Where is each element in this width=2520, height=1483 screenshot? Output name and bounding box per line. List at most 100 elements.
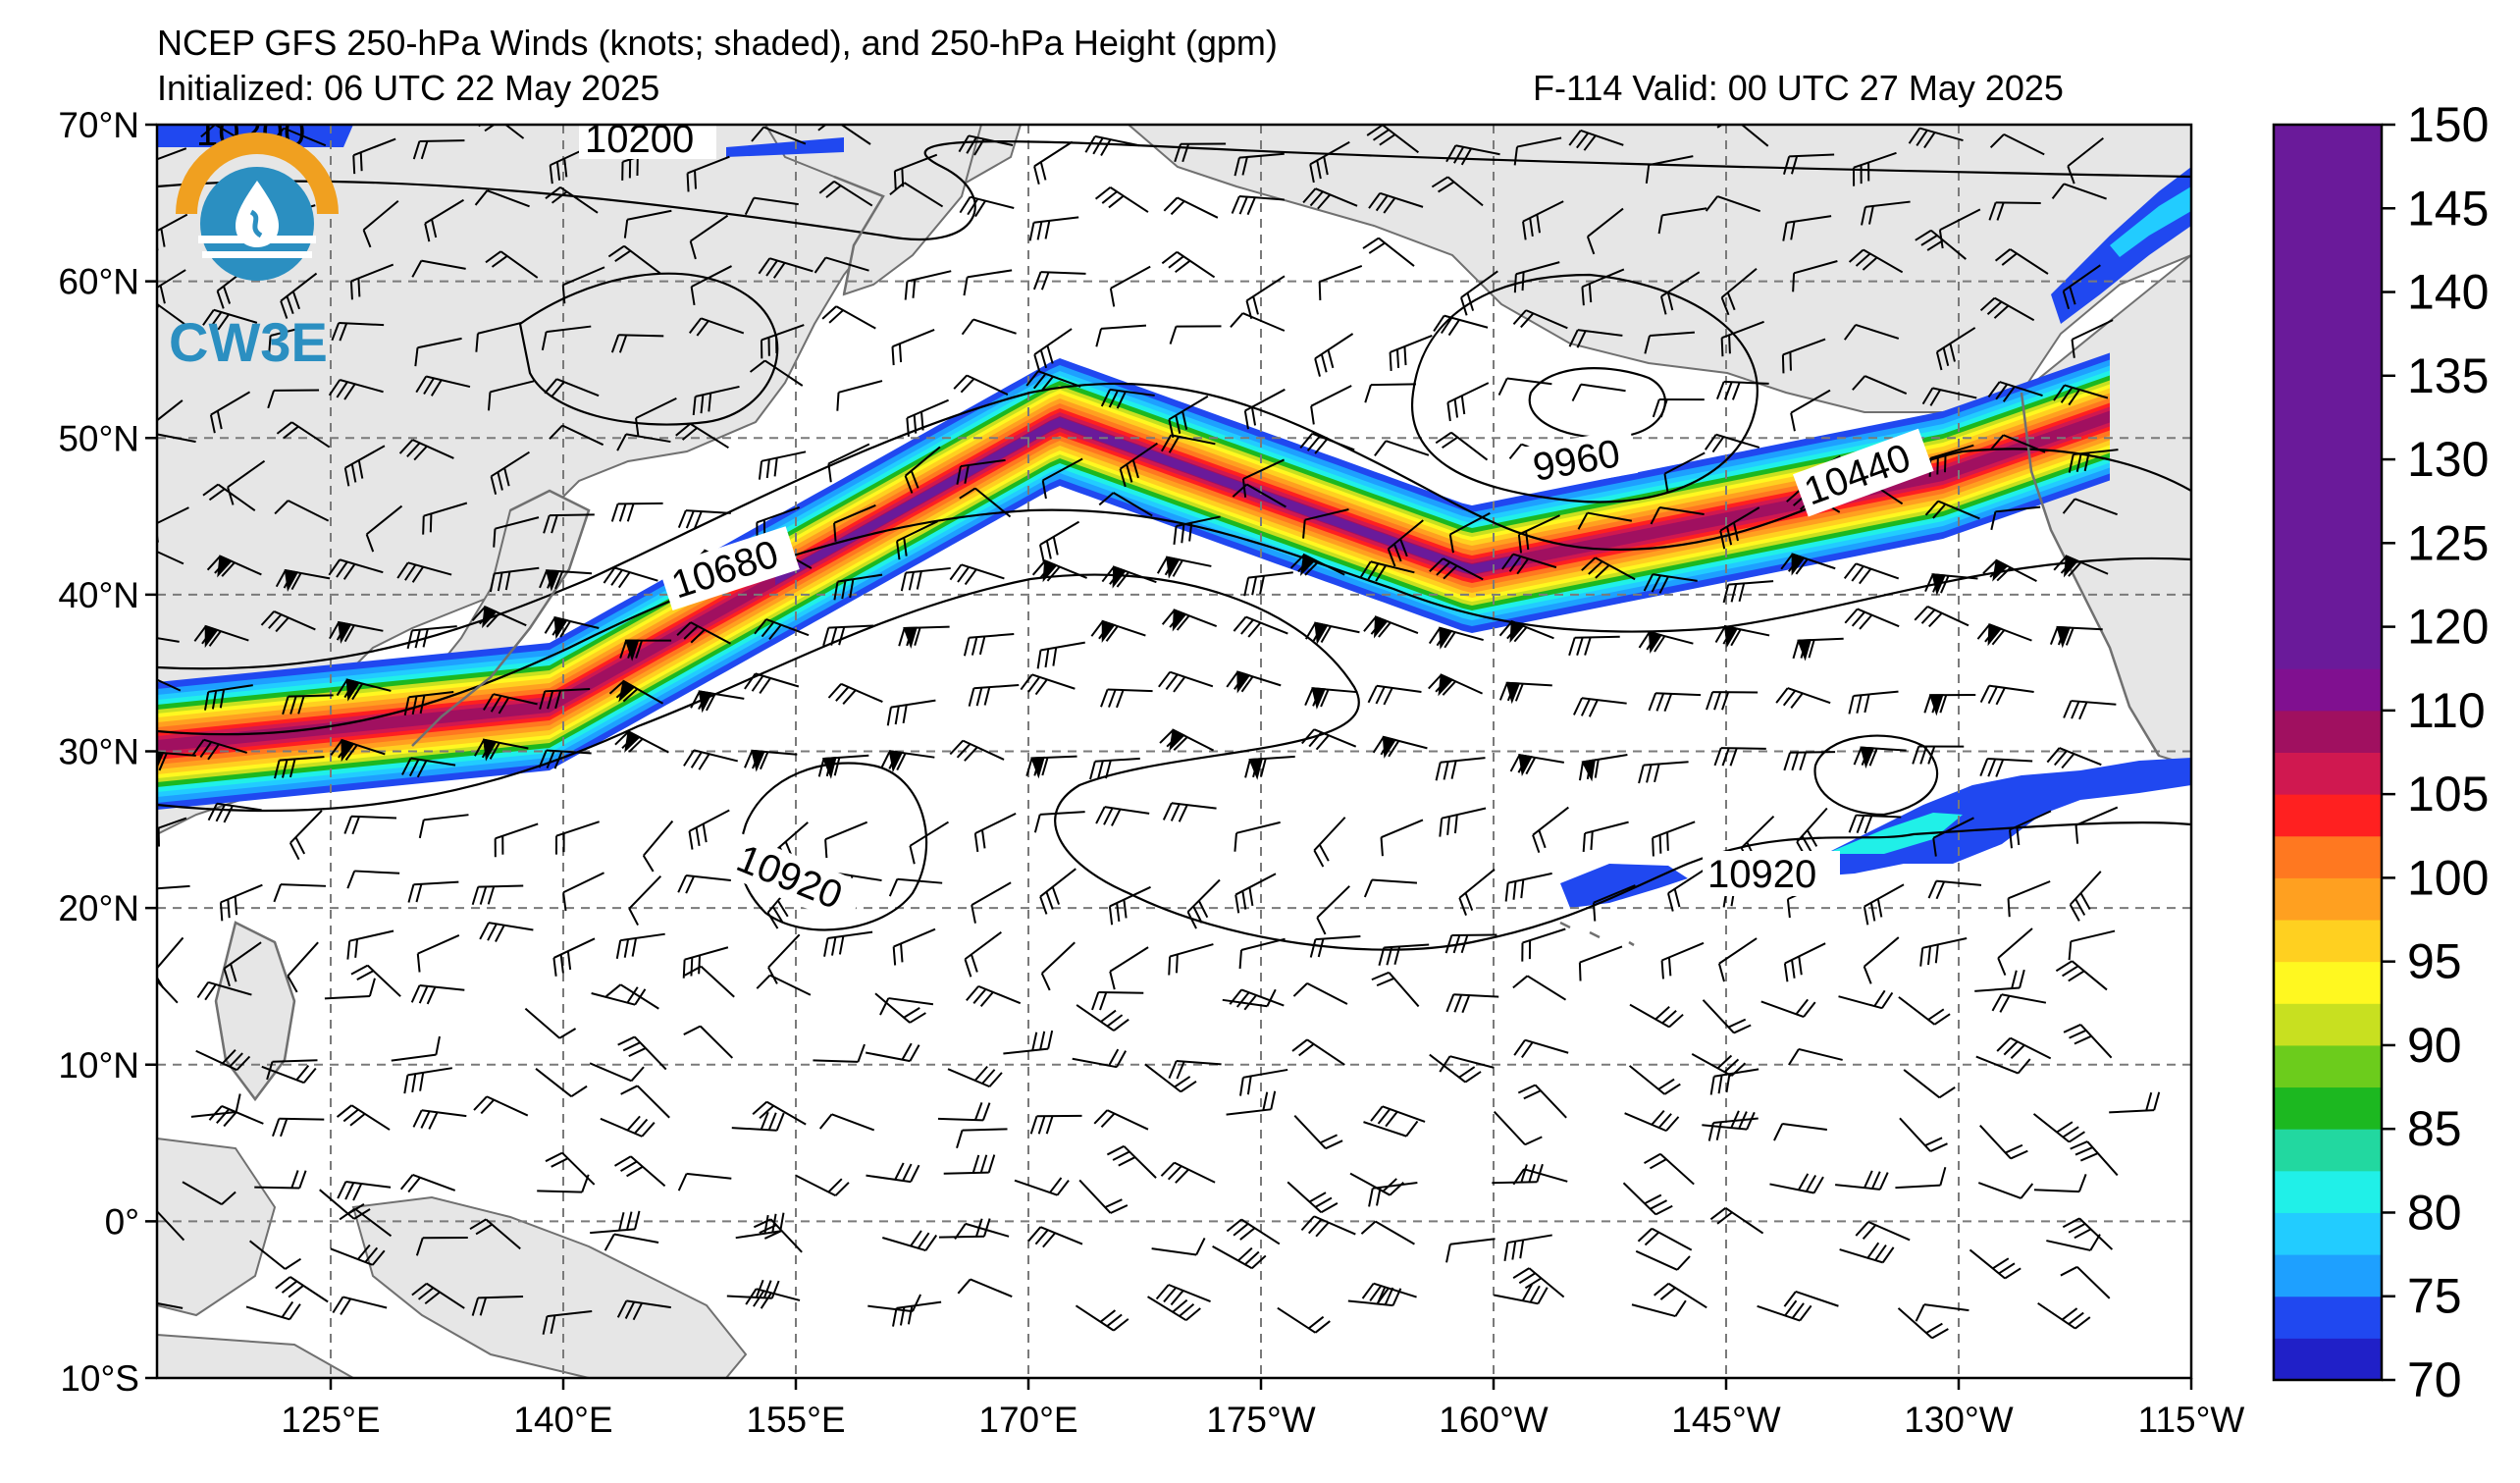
wind-barb [683, 1025, 734, 1059]
land-new-guinea [351, 1195, 748, 1378]
wind-barb [1032, 271, 1086, 291]
wind-barb [1445, 144, 1500, 166]
wind-barb [614, 729, 669, 754]
wind-barb [401, 757, 456, 778]
wind-barb [1919, 937, 1968, 967]
wind-barb [937, 1102, 991, 1122]
patch-alaska-core [2110, 186, 2191, 257]
wind-barb [391, 1035, 441, 1062]
wind-barb [1431, 176, 1484, 207]
wind-barb [1168, 1060, 1222, 1080]
wind-barb [1788, 1047, 1843, 1066]
wind-barb [352, 137, 396, 175]
colorbar-segment [2274, 1254, 2382, 1298]
wind-barb [1979, 757, 2033, 777]
wind-barb [544, 615, 600, 640]
wind-barb [1039, 868, 1076, 915]
wind-barb [266, 1059, 318, 1081]
wind-barb [1654, 1282, 1707, 1309]
wind-barb [1835, 1170, 1889, 1191]
wind-barb [620, 1085, 670, 1119]
wind-barb [1243, 571, 1293, 597]
wind-barb [1979, 1125, 2028, 1160]
contour-small-loop [1813, 734, 1939, 817]
wind-barb [1987, 381, 2043, 402]
wind-barb [608, 679, 664, 705]
wind-barb [610, 502, 663, 522]
wind-barb [1186, 878, 1221, 929]
wind-barb [261, 1064, 317, 1085]
wind-barb [1302, 508, 1349, 539]
contour-label-10200-a: 10200 [585, 118, 694, 161]
colorbar-segment [2274, 334, 2382, 377]
wind-barb [2069, 871, 2102, 922]
wind-barb [1628, 1065, 1681, 1095]
wind-barb [814, 256, 869, 274]
wind-barb [403, 1067, 452, 1094]
wind-barb [1078, 1179, 1129, 1214]
wind-barb [483, 693, 538, 715]
lon-tick-label: 175°W [1206, 1400, 1316, 1440]
wind-barb [1644, 331, 1695, 354]
wind-barb [1292, 981, 1348, 1005]
wind-barb [1025, 370, 1081, 393]
wind-barb [745, 1288, 801, 1309]
wind-barb [1360, 1220, 1415, 1245]
colorbar-tick-label: 80 [2407, 1185, 2462, 1240]
wind-barb [953, 374, 1009, 396]
wind-barb [1014, 1177, 1070, 1196]
wind-barb [1109, 946, 1149, 990]
wind-barb [1169, 325, 1222, 344]
wind-barb [1159, 728, 1215, 752]
wind-barb [2062, 498, 2118, 516]
map-title: NCEP GFS 250-hPa Winds (knots; shaded), … [157, 23, 1278, 63]
wind-barb [966, 984, 1022, 1007]
wind-barb [1163, 196, 1219, 219]
wind-barb [202, 483, 256, 512]
wind-barb [1168, 395, 1209, 439]
wind-barb [1848, 690, 1899, 715]
lat-tick-label: 30°N [58, 732, 139, 772]
lat-tick-label: 10°N [58, 1045, 139, 1086]
wind-barb [1512, 309, 1568, 330]
wind-barb [2053, 555, 2109, 578]
wind-barb [1645, 155, 1694, 185]
contour-labels: 10200 10200 10680 9960 10440 10920 10920 [196, 118, 1934, 926]
wind-barb [1838, 989, 1894, 1010]
wind-barb [1387, 519, 1424, 567]
wind-barb [157, 1298, 184, 1309]
wind-barb [207, 802, 262, 823]
wind-barb [1363, 615, 1419, 639]
wind-barb [1568, 635, 1620, 657]
wind-barb [613, 1155, 666, 1188]
wind-barb [836, 380, 883, 411]
colorbar-segment [2274, 961, 2382, 1004]
wind-barb [1898, 996, 1951, 1026]
wind-barb [677, 509, 731, 530]
colorbar-tick-label: 100 [2407, 850, 2489, 905]
wind-barb [690, 265, 732, 306]
wind-barb [1790, 389, 1831, 432]
wind-barb [1996, 1036, 2052, 1060]
wind-barb [1299, 432, 1355, 454]
wind-barb [1638, 630, 1694, 655]
wind-barb [1921, 387, 1977, 406]
wind-barb [2060, 1265, 2111, 1299]
wind-barb [494, 822, 539, 858]
wind-barb [469, 1218, 521, 1250]
wind-barb [2051, 183, 2107, 200]
init-time: Initialized: 06 UTC 22 May 2025 [157, 68, 660, 108]
wind-barb [1494, 1284, 1549, 1305]
wind-barb [422, 502, 468, 535]
wind-barb [963, 269, 1013, 296]
wind-barb [821, 305, 876, 330]
wind-barb [1439, 807, 1487, 837]
wind-barb [1979, 684, 2034, 706]
wind-barb [1277, 1306, 1331, 1334]
wind-barb [562, 872, 604, 912]
wind-barb [1592, 884, 1636, 922]
wind-barb [396, 561, 452, 583]
wind-barb [157, 299, 190, 329]
wind-barb [1212, 1245, 1267, 1270]
